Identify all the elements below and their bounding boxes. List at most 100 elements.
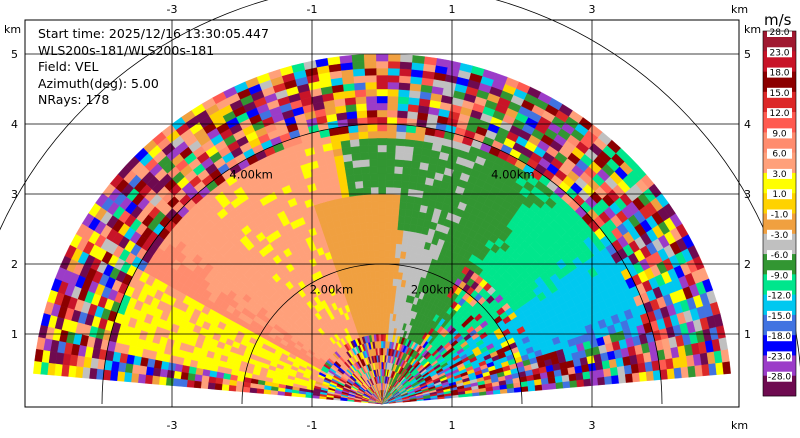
scan-cell	[384, 256, 390, 265]
scan-cell	[666, 367, 676, 380]
scan-cell	[390, 235, 397, 244]
scan-cell	[385, 172, 395, 181]
scan-cell	[376, 130, 388, 139]
scan-cell	[215, 377, 224, 385]
scan-cell	[187, 373, 196, 382]
scan-cell	[363, 194, 372, 203]
scan-cell	[394, 145, 405, 154]
scan-cell	[384, 249, 391, 258]
scan-cell	[249, 387, 258, 394]
scan-cell	[263, 389, 272, 395]
scan-cell	[366, 116, 378, 125]
scan-cell	[412, 203, 421, 212]
scan-cell	[393, 166, 403, 175]
scan-cell	[411, 55, 425, 64]
scan-cell	[397, 222, 405, 231]
scan-cell	[228, 384, 237, 392]
scan-cell	[389, 242, 397, 251]
scan-cell	[398, 75, 411, 84]
scan-cell	[390, 221, 399, 230]
scan-cell	[365, 95, 377, 104]
scan-cell	[383, 277, 389, 286]
scan-cell	[345, 110, 358, 120]
y-tick-label-right: 1	[744, 328, 751, 341]
scan-cell	[380, 340, 384, 349]
range-ring-label: 2.00km	[411, 282, 454, 296]
scan-cell	[367, 137, 378, 146]
scan-cell	[365, 88, 377, 97]
scan-cell	[194, 374, 203, 383]
scan-cell	[609, 366, 619, 377]
scan-cell	[375, 291, 381, 300]
scan-cell	[138, 365, 148, 376]
scan-cell	[367, 123, 378, 132]
scan-cell	[400, 180, 410, 189]
x-tick-label-bottom: 3	[589, 419, 596, 432]
scan-cell	[201, 375, 210, 383]
scan-cell	[575, 371, 584, 381]
scan-cell	[351, 209, 360, 218]
scan-cell	[368, 151, 378, 160]
scan-cell	[377, 137, 387, 146]
scan-cell	[399, 194, 408, 203]
scan-cell	[385, 158, 396, 167]
scan-cell	[375, 284, 381, 293]
scan-cell	[345, 103, 357, 113]
scan-cell	[673, 367, 683, 379]
scan-cell	[383, 319, 387, 328]
info-start-time: Start time: 2025/12/16 13:30:05.447	[38, 26, 269, 41]
y-tick-label-right: 4	[744, 118, 751, 131]
scan-cell	[356, 110, 368, 119]
scan-cell	[391, 215, 399, 223]
scan-cell	[369, 165, 379, 174]
scan-cell	[357, 208, 366, 217]
scan-cell	[583, 378, 592, 387]
scan-cell	[364, 74, 377, 83]
scan-cell	[371, 214, 380, 223]
scan-cell	[534, 384, 543, 391]
scan-cell	[398, 68, 412, 77]
scan-cell	[409, 167, 420, 177]
scan-cell	[379, 270, 385, 279]
scan-cell	[624, 373, 634, 383]
scan-cell	[387, 60, 401, 69]
scan-cell	[34, 348, 44, 363]
scan-cell	[383, 305, 388, 314]
scan-cell	[367, 130, 378, 139]
scan-cell	[387, 95, 399, 104]
scan-cell	[366, 228, 374, 237]
scan-cell	[386, 116, 398, 125]
scan-cell	[389, 249, 396, 258]
scan-cell	[109, 370, 119, 382]
scan-cell	[397, 215, 406, 224]
scan-cell	[722, 361, 731, 375]
scan-cell	[385, 193, 394, 202]
scan-cell	[377, 151, 387, 160]
scan-cell	[377, 179, 387, 188]
scan-cell	[401, 173, 411, 182]
scan-cell	[701, 363, 710, 377]
scan-cell	[200, 381, 209, 389]
scan-cell	[235, 385, 244, 393]
scan-cell	[590, 377, 599, 386]
scan-cell	[382, 333, 386, 342]
scan-cell	[401, 237, 409, 246]
range-ring-label: 4.00km	[229, 168, 272, 182]
scan-cell	[74, 366, 84, 379]
scan-cell	[377, 186, 387, 195]
scan-cell	[352, 166, 363, 175]
scan-cell	[378, 207, 386, 216]
scan-cell	[347, 124, 359, 134]
y-tick-label-left: 4	[11, 118, 18, 131]
scan-cell	[410, 217, 419, 226]
scan-cell	[408, 89, 421, 99]
scan-cell	[374, 270, 381, 279]
scan-cell	[387, 284, 393, 293]
scan-cell	[409, 82, 422, 92]
right-top-unit-label: km	[744, 23, 761, 36]
scan-cell	[589, 369, 598, 379]
scan-cell	[394, 152, 405, 161]
scan-cell	[81, 367, 91, 379]
info-field: Field: VEL	[38, 59, 98, 74]
scan-cell	[402, 230, 410, 239]
